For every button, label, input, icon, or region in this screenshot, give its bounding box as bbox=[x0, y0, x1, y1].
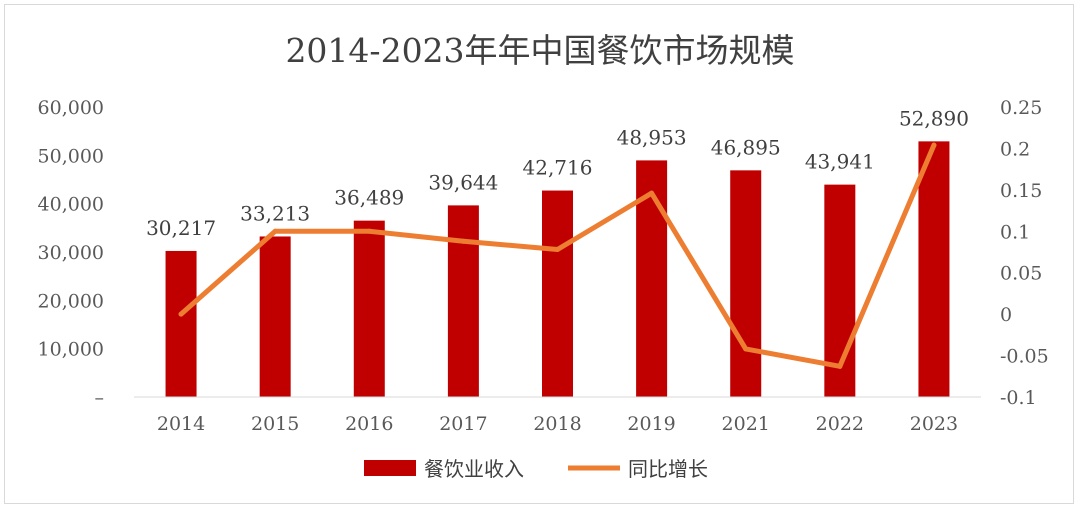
left-tick-label: 30,000 bbox=[38, 242, 104, 264]
growth-point bbox=[555, 247, 560, 253]
bar-value-label: 43,941 bbox=[805, 150, 875, 174]
left-tick-label: 40,000 bbox=[38, 194, 104, 216]
left-tick-label: – bbox=[95, 387, 105, 409]
right-tick-label: 0 bbox=[1000, 304, 1012, 326]
bar bbox=[259, 236, 291, 397]
growth-point bbox=[649, 190, 655, 196]
right-tick-label: -0.05 bbox=[1000, 346, 1049, 368]
left-tick-label: 60,000 bbox=[38, 97, 104, 119]
growth-point bbox=[366, 228, 372, 234]
bar-value-label: 48,953 bbox=[617, 125, 687, 149]
x-tick-label: 2018 bbox=[533, 413, 581, 435]
right-tick-label: 0.1 bbox=[1000, 221, 1030, 243]
bar-value-label: 39,644 bbox=[428, 170, 498, 194]
bar bbox=[542, 190, 573, 397]
bar bbox=[730, 170, 762, 397]
growth-point bbox=[460, 238, 466, 244]
chart-title: 2014-2023年年中国餐饮市场规模 bbox=[285, 31, 794, 70]
right-tick-label: 0.05 bbox=[1000, 263, 1042, 285]
x-tick-label: 2015 bbox=[251, 413, 299, 435]
bar bbox=[447, 205, 479, 397]
left-tick-label: 50,000 bbox=[38, 145, 104, 167]
growth-point bbox=[931, 142, 937, 148]
bar-data-labels: 30,217 33,213 36,489 39,644 42,716 48,953 46,8… bbox=[146, 106, 969, 240]
right-tick-label: -0.1 bbox=[1000, 387, 1037, 409]
right-tick-label: 0.2 bbox=[1000, 138, 1030, 160]
bar bbox=[353, 220, 385, 397]
x-tick-label: 2017 bbox=[439, 413, 487, 435]
x-tick-label: 2022 bbox=[816, 413, 864, 435]
line-series bbox=[178, 142, 937, 369]
bar-value-label: 42,716 bbox=[523, 156, 593, 180]
growth-point bbox=[837, 363, 843, 369]
bar-value-label: 36,489 bbox=[334, 186, 404, 210]
left-tick-label: 20,000 bbox=[38, 290, 104, 312]
x-tick-label: 2019 bbox=[627, 413, 675, 435]
x-tick-label: 2014 bbox=[157, 413, 205, 435]
bar bbox=[165, 250, 197, 397]
bar bbox=[918, 141, 950, 397]
growth-point bbox=[178, 311, 184, 317]
growth-point bbox=[743, 346, 749, 352]
bar-value-label: 33,213 bbox=[240, 201, 310, 225]
right-y-axis: -0.1 -0.05 0 0.05 0.1 0.15 0.2 0.25 bbox=[1000, 97, 1049, 409]
bar-value-label: 30,217 bbox=[146, 216, 216, 240]
x-tick-label: 2023 bbox=[910, 413, 958, 435]
right-tick-label: 0.15 bbox=[1000, 180, 1042, 202]
legend-label-line: 同比增长 bbox=[628, 457, 708, 481]
legend-label-bar: 餐饮业收入 bbox=[424, 457, 524, 481]
left-y-axis: – 10,000 20,000 30,000 40,000 50,000 60,000 bbox=[38, 97, 104, 409]
bar-value-label: 52,890 bbox=[899, 106, 969, 130]
bar-series bbox=[165, 141, 950, 397]
right-tick-label: 0.25 bbox=[1000, 97, 1042, 119]
x-tick-label: 2016 bbox=[345, 413, 393, 435]
growth-point bbox=[272, 228, 278, 234]
left-tick-label: 10,000 bbox=[38, 339, 104, 361]
legend: 餐饮业收入 同比增长 bbox=[364, 457, 708, 481]
bar-value-label: 46,895 bbox=[711, 135, 781, 159]
legend-swatch-bar bbox=[364, 460, 416, 476]
x-axis: 2014 2015 2016 2017 2018 2019 2021 2022 2023 bbox=[157, 413, 958, 435]
x-tick-label: 2021 bbox=[722, 413, 770, 435]
